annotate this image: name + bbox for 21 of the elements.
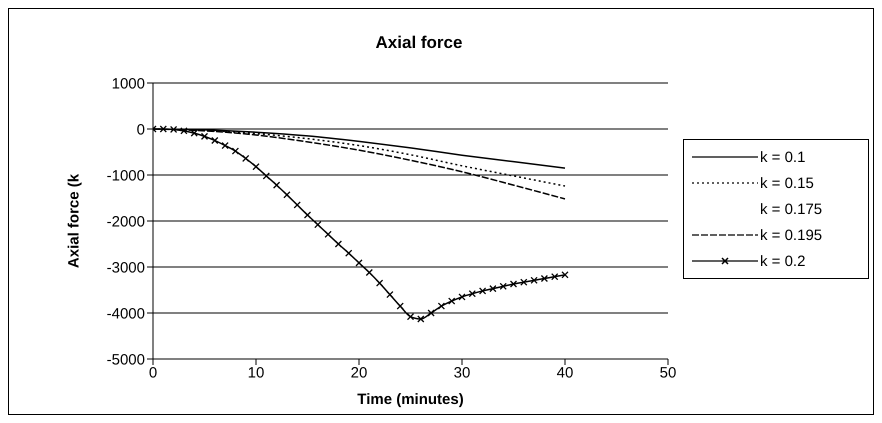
x-tick-label: 0 bbox=[148, 364, 158, 382]
y-axis-title: Axial force (k bbox=[65, 173, 82, 268]
x-tick-label: 50 bbox=[660, 364, 676, 382]
y-tick-label: -5000 bbox=[106, 351, 145, 368]
y-tick-label: -1000 bbox=[106, 167, 145, 184]
y-tick-label: -2000 bbox=[106, 213, 145, 230]
x-tick-label: 30 bbox=[454, 364, 470, 382]
y-tick-label: -3000 bbox=[106, 259, 145, 276]
legend-label: k = 0.15 bbox=[760, 174, 814, 192]
legend-label: k = 0.2 bbox=[760, 252, 806, 270]
x-tick-label: 10 bbox=[248, 364, 264, 382]
legend-label: k = 0.195 bbox=[760, 226, 822, 244]
chart-title: Axial force bbox=[374, 33, 464, 53]
x-tick-label: 40 bbox=[556, 364, 574, 382]
legend-label: k = 0.1 bbox=[760, 148, 806, 166]
x-axis-title: Time (minutes) bbox=[357, 391, 464, 408]
text: k = 0.175 bbox=[760, 200, 822, 218]
y-tick-label: 1000 bbox=[112, 75, 145, 92]
x-tick-label: 20 bbox=[350, 364, 368, 382]
y-tick-label: -4000 bbox=[106, 305, 145, 322]
y-tick-label: 0 bbox=[136, 121, 145, 138]
